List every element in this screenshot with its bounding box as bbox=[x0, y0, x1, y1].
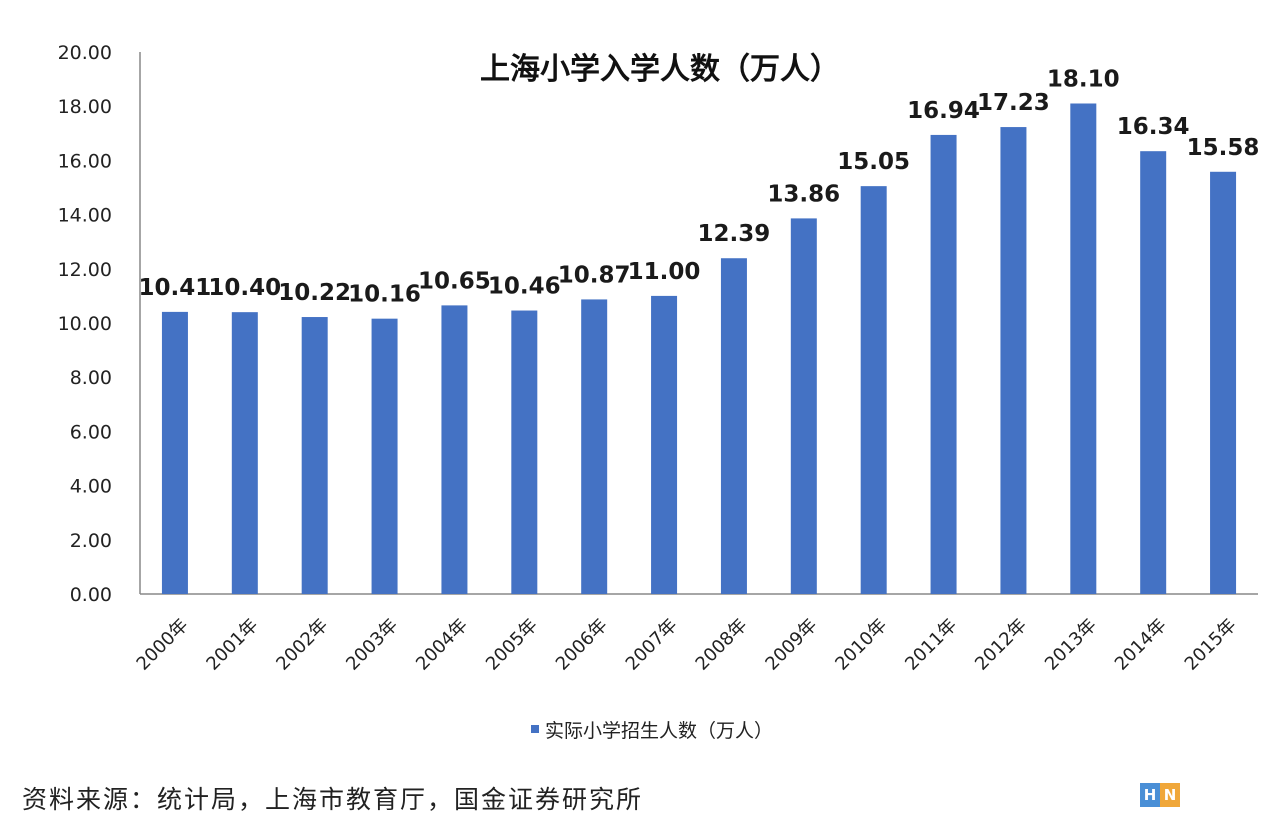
x-tick-label: 2010年 bbox=[831, 615, 891, 675]
bar bbox=[1070, 103, 1097, 595]
data-label: 18.10 bbox=[1047, 66, 1120, 92]
x-tick-label: 2013年 bbox=[1041, 615, 1101, 675]
x-tick-label: 2009年 bbox=[761, 615, 821, 675]
y-tick-label: 6.00 bbox=[70, 421, 112, 443]
bar bbox=[231, 312, 258, 594]
y-tick-label: 20.00 bbox=[58, 42, 112, 64]
data-label: 10.16 bbox=[348, 282, 421, 308]
bar bbox=[1000, 127, 1027, 594]
x-tick-label: 2006年 bbox=[552, 615, 612, 675]
data-label: 16.94 bbox=[907, 98, 980, 124]
data-label: 10.41 bbox=[139, 275, 212, 301]
y-tick-label: 10.00 bbox=[58, 313, 112, 335]
watermark-h: H bbox=[1140, 783, 1160, 807]
x-tick-label: 2011年 bbox=[901, 615, 961, 675]
x-tick-label: 2001年 bbox=[202, 615, 262, 675]
x-tick-label: 2003年 bbox=[342, 615, 402, 675]
data-label: 17.23 bbox=[977, 90, 1050, 116]
x-tick-label: 2014年 bbox=[1111, 615, 1171, 675]
y-tick-label: 14.00 bbox=[58, 205, 112, 227]
chart-title: 上海小学入学人数（万人） bbox=[480, 52, 840, 87]
source-note: 资料来源：统计局，上海市教育厅，国金证券研究所 bbox=[22, 785, 644, 814]
y-tick-label: 18.00 bbox=[58, 96, 112, 118]
x-tick-label: 2005年 bbox=[482, 615, 542, 675]
x-tick-label: 2015年 bbox=[1181, 615, 1241, 675]
y-tick-label: 2.00 bbox=[70, 530, 112, 552]
bar bbox=[441, 305, 468, 594]
bar bbox=[301, 317, 328, 594]
data-label: 16.34 bbox=[1117, 114, 1190, 140]
y-tick-label: 4.00 bbox=[70, 476, 112, 498]
data-label: 10.40 bbox=[208, 275, 281, 301]
chart: 上海小学入学人数（万人） 0.00 2.00 4.00 6.00 8.00 10.00 12… bbox=[58, 42, 1260, 742]
y-tick-label: 12.00 bbox=[58, 259, 112, 281]
bars bbox=[161, 103, 1237, 595]
x-tick-label: 2007年 bbox=[622, 615, 682, 675]
watermark-logo: H N bbox=[1140, 783, 1180, 807]
data-label: 12.39 bbox=[698, 221, 771, 247]
data-label: 10.22 bbox=[278, 280, 351, 306]
y-axis-ticks: 0.00 2.00 4.00 6.00 8.00 10.00 12.00 14.00 16.00… bbox=[58, 42, 112, 606]
legend-label: 实际小学招生人数（万人） bbox=[545, 720, 773, 742]
bar bbox=[371, 318, 398, 594]
data-labels: 10.4110.4010.2210.1610.6510.4610.8711.00… bbox=[139, 66, 1260, 307]
watermark-n: N bbox=[1160, 783, 1180, 807]
bar bbox=[161, 311, 188, 594]
legend-swatch bbox=[531, 725, 539, 733]
x-axis-labels: 2000年 2001年 2002年 2003年 2004年 2005年 2006年 2007年… bbox=[133, 615, 1241, 675]
x-tick-label: 2000年 bbox=[133, 615, 193, 675]
data-label: 11.00 bbox=[628, 259, 701, 285]
bar bbox=[720, 258, 747, 594]
bar bbox=[581, 299, 608, 594]
data-label: 15.58 bbox=[1187, 135, 1260, 161]
x-tick-label: 2002年 bbox=[272, 615, 332, 675]
bar bbox=[511, 310, 538, 594]
bar bbox=[651, 295, 678, 594]
y-tick-label: 8.00 bbox=[70, 367, 112, 389]
bar bbox=[860, 186, 887, 594]
bar bbox=[1210, 171, 1237, 595]
data-label: 13.86 bbox=[767, 181, 840, 207]
bar bbox=[790, 218, 817, 595]
data-label: 15.05 bbox=[837, 149, 910, 175]
data-label: 10.65 bbox=[418, 268, 491, 294]
x-tick-label: 2008年 bbox=[692, 615, 752, 675]
data-label: 10.87 bbox=[558, 262, 631, 288]
y-tick-label: 0.00 bbox=[70, 584, 112, 606]
legend: 实际小学招生人数（万人） bbox=[531, 720, 773, 742]
y-tick-label: 16.00 bbox=[58, 150, 112, 172]
data-label: 10.46 bbox=[488, 274, 561, 300]
x-tick-label: 2004年 bbox=[412, 615, 472, 675]
bar bbox=[930, 134, 957, 594]
bar bbox=[1140, 151, 1167, 594]
x-tick-label: 2012年 bbox=[971, 615, 1031, 675]
